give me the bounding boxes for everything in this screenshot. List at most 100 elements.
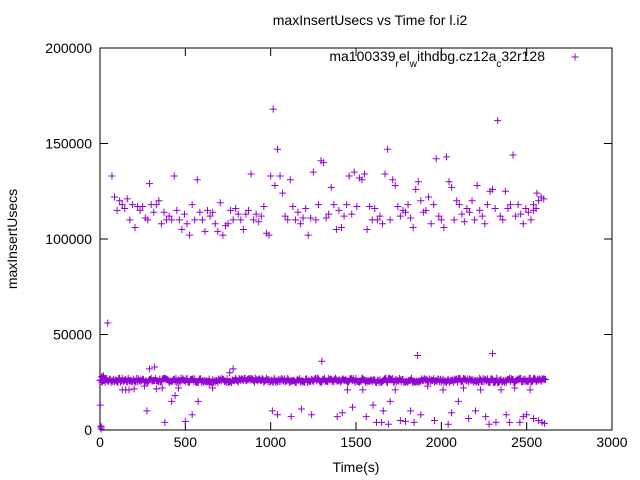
data-point	[173, 206, 181, 214]
data-point	[355, 378, 363, 386]
data-point	[273, 145, 281, 153]
data-point	[463, 204, 471, 212]
data-point	[188, 411, 196, 419]
data-point	[244, 206, 252, 214]
data-point	[413, 352, 421, 360]
data-point	[157, 220, 165, 228]
data-point	[541, 419, 549, 427]
data-point	[384, 379, 392, 387]
data-point	[186, 231, 194, 239]
data-point	[410, 418, 418, 426]
data-point	[121, 204, 129, 212]
data-point	[378, 220, 386, 228]
data-point	[497, 386, 505, 394]
data-point	[209, 384, 217, 392]
series-points	[96, 105, 549, 433]
data-point	[465, 415, 473, 423]
data-point	[260, 203, 268, 211]
data-point	[161, 418, 169, 426]
data-point	[239, 225, 247, 233]
data-point	[527, 379, 535, 387]
data-point	[432, 155, 440, 163]
data-point	[517, 210, 525, 218]
data-point	[175, 216, 183, 224]
data-point	[440, 224, 448, 232]
data-point	[450, 216, 458, 224]
data-point	[191, 216, 199, 224]
data-point	[427, 220, 435, 228]
data-point	[506, 201, 514, 209]
x-tick-label: 0	[96, 434, 104, 450]
x-tick-label: 2500	[511, 434, 542, 450]
data-point	[414, 178, 422, 186]
data-point	[289, 203, 297, 211]
data-point	[318, 357, 326, 365]
data-point	[442, 153, 450, 161]
data-point	[269, 105, 277, 113]
data-point	[529, 206, 537, 214]
data-point	[188, 201, 196, 209]
data-point	[287, 413, 295, 421]
data-point	[219, 231, 227, 239]
data-point	[494, 117, 502, 125]
data-point	[250, 216, 258, 224]
data-point	[175, 384, 183, 392]
data-point	[407, 214, 415, 222]
data-point	[391, 386, 399, 394]
data-point	[376, 212, 384, 220]
data-point	[234, 210, 242, 218]
data-point	[460, 384, 468, 392]
data-point	[308, 411, 316, 419]
data-point	[473, 182, 481, 190]
y-axis-ticks: 0 50000 100000 150000 200000	[45, 40, 612, 438]
data-point	[128, 201, 136, 209]
data-point	[363, 225, 371, 233]
data-point	[489, 350, 497, 358]
data-point	[471, 216, 479, 224]
data-point	[151, 363, 159, 371]
data-point	[349, 403, 357, 411]
data-point	[496, 212, 504, 220]
data-point	[302, 204, 310, 212]
data-point	[160, 208, 168, 216]
x-axis-label: Time(s)	[333, 459, 380, 475]
data-point	[504, 204, 512, 212]
data-point	[535, 416, 543, 424]
data-point	[252, 210, 260, 218]
data-point	[378, 418, 386, 426]
data-point	[145, 180, 153, 188]
data-point	[271, 182, 279, 190]
data-point	[96, 401, 104, 409]
data-point	[99, 372, 107, 380]
data-point	[379, 407, 387, 415]
data-point	[540, 195, 548, 203]
data-point	[481, 220, 489, 228]
y-tick-label: 150000	[45, 136, 92, 152]
data-point	[506, 418, 514, 426]
data-point	[227, 206, 235, 214]
data-point	[444, 420, 452, 428]
data-point	[330, 201, 338, 209]
data-point	[476, 206, 484, 214]
data-point	[247, 170, 255, 178]
data-point	[488, 375, 496, 383]
data-point	[491, 204, 499, 212]
data-point	[140, 382, 148, 390]
data-point	[394, 203, 402, 211]
data-point	[389, 176, 397, 184]
plot-area-frame	[99, 47, 613, 431]
data-point	[136, 206, 144, 214]
data-point	[477, 386, 485, 394]
data-point	[279, 189, 287, 197]
data-point	[209, 208, 217, 216]
data-point	[332, 225, 340, 233]
data-point	[527, 216, 535, 224]
data-point	[501, 187, 509, 195]
data-point	[512, 212, 520, 220]
data-point	[350, 168, 358, 176]
data-point	[509, 151, 517, 159]
data-point	[229, 216, 237, 224]
x-tick-label: 1000	[255, 434, 286, 450]
data-point	[519, 220, 527, 228]
data-point	[104, 319, 112, 327]
